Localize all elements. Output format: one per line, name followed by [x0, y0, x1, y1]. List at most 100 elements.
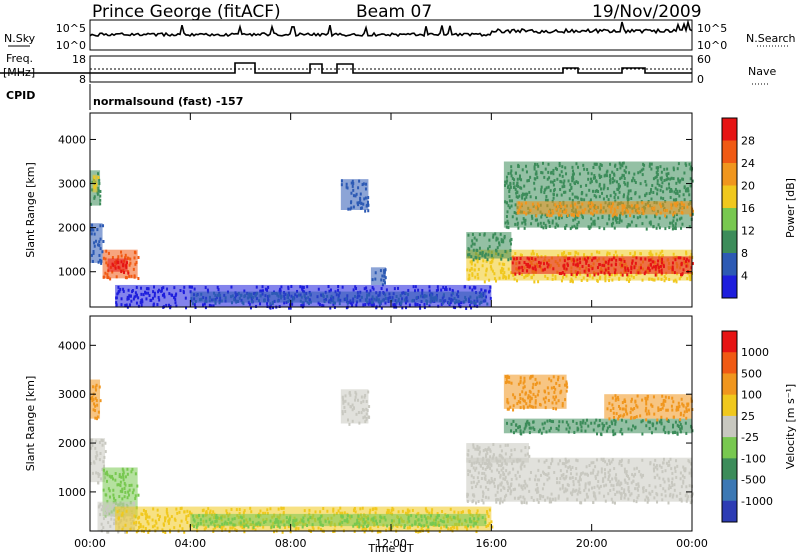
echo-cell	[566, 483, 569, 487]
echo-cell	[510, 169, 513, 173]
echo-cell	[123, 487, 126, 491]
echo-cell	[574, 217, 577, 221]
echo-cell	[626, 474, 629, 478]
echo-cell	[630, 204, 633, 208]
echo-cell	[621, 407, 624, 411]
echo-cell	[528, 404, 531, 408]
echo-cell	[364, 187, 367, 191]
echo-cell	[104, 472, 107, 476]
echo-cell	[597, 272, 600, 276]
echo-cell	[673, 226, 676, 230]
echo-cell	[523, 497, 526, 501]
echo-cell	[381, 274, 384, 278]
echo-cell	[649, 263, 652, 267]
echo-cell	[475, 512, 478, 516]
echo-cell	[687, 459, 690, 463]
echo-cell	[491, 456, 494, 460]
echo-cell	[650, 162, 653, 166]
echo-cell	[534, 395, 537, 399]
echo-cell	[626, 273, 629, 277]
echo-cell	[270, 525, 273, 529]
echo-cell	[628, 477, 631, 481]
echo-cell	[667, 487, 670, 491]
echo-cell	[392, 303, 395, 307]
echo-cell	[550, 386, 553, 390]
echo-cell	[587, 177, 590, 181]
echo-cell	[414, 520, 417, 524]
echo-cell	[627, 460, 630, 464]
echo-cell	[650, 277, 653, 281]
echo-cell	[611, 278, 614, 282]
echo-cell	[126, 467, 129, 471]
echo-cell	[581, 202, 584, 206]
echo-cell	[116, 292, 119, 296]
echo-cell	[618, 218, 621, 222]
beam-title: Beam 07	[356, 2, 432, 22]
echo-cell	[547, 170, 550, 174]
echo-cell	[469, 268, 472, 272]
echo-cell	[208, 511, 211, 515]
echo-cell	[352, 194, 355, 198]
echo-cell	[174, 298, 177, 302]
echo-cell	[674, 191, 677, 195]
colorbar-segment	[722, 415, 737, 438]
echo-cell	[486, 258, 489, 262]
echo-cell	[602, 187, 605, 191]
echo-cell	[577, 213, 580, 217]
echo-cell	[578, 483, 581, 487]
echo-cell	[534, 268, 537, 272]
echo-cell	[93, 176, 96, 180]
echo-cell	[682, 481, 685, 485]
echo-cell	[289, 303, 292, 307]
echo-cell	[677, 256, 680, 260]
echo-cell	[683, 410, 686, 414]
echo-cell	[642, 473, 645, 477]
echo-cell	[523, 210, 526, 214]
echo-cell	[371, 285, 374, 289]
echo-cell	[283, 301, 286, 305]
echo-cell	[380, 287, 383, 291]
echo-cell	[681, 402, 684, 406]
echo-cell	[535, 483, 538, 487]
echo-cell	[122, 264, 125, 268]
echo-cell	[575, 251, 578, 255]
echo-cell	[480, 288, 483, 292]
echo-cell	[620, 492, 623, 496]
echo-cell	[569, 204, 572, 208]
echo-cell	[412, 285, 415, 289]
echo-cell	[607, 271, 610, 275]
echo-cell	[169, 530, 172, 534]
echo-cell	[630, 267, 633, 271]
echo-cell	[559, 477, 562, 481]
echo-cell	[469, 295, 472, 299]
echo-cell	[445, 524, 448, 528]
echo-cell	[610, 263, 613, 267]
echo-cell	[348, 391, 351, 395]
echo-cell	[322, 295, 325, 299]
echo-cell	[659, 251, 662, 255]
echo-cell	[660, 178, 663, 182]
echo-cell	[626, 267, 629, 271]
echo-cell	[453, 297, 456, 301]
echo-cell	[100, 477, 103, 481]
echo-cell	[308, 528, 311, 532]
echo-cell	[105, 507, 108, 511]
echo-cell	[665, 461, 668, 465]
echo-cell	[282, 510, 285, 514]
echo-cell	[133, 256, 136, 260]
echo-cell	[623, 413, 626, 417]
echo-cell	[500, 257, 503, 261]
echo-cell	[341, 410, 344, 414]
echo-cell	[435, 298, 438, 302]
echo-cell	[266, 512, 269, 516]
echo-cell	[106, 473, 109, 477]
echo-cell	[612, 217, 615, 221]
echo-cell	[583, 253, 586, 257]
echo-cell	[674, 278, 677, 282]
echo-cell	[608, 459, 611, 463]
echo-cell	[529, 471, 532, 475]
echo-cell	[574, 254, 577, 258]
echo-cell	[608, 401, 611, 405]
echo-cell	[510, 271, 513, 275]
echo-cell	[597, 480, 600, 484]
